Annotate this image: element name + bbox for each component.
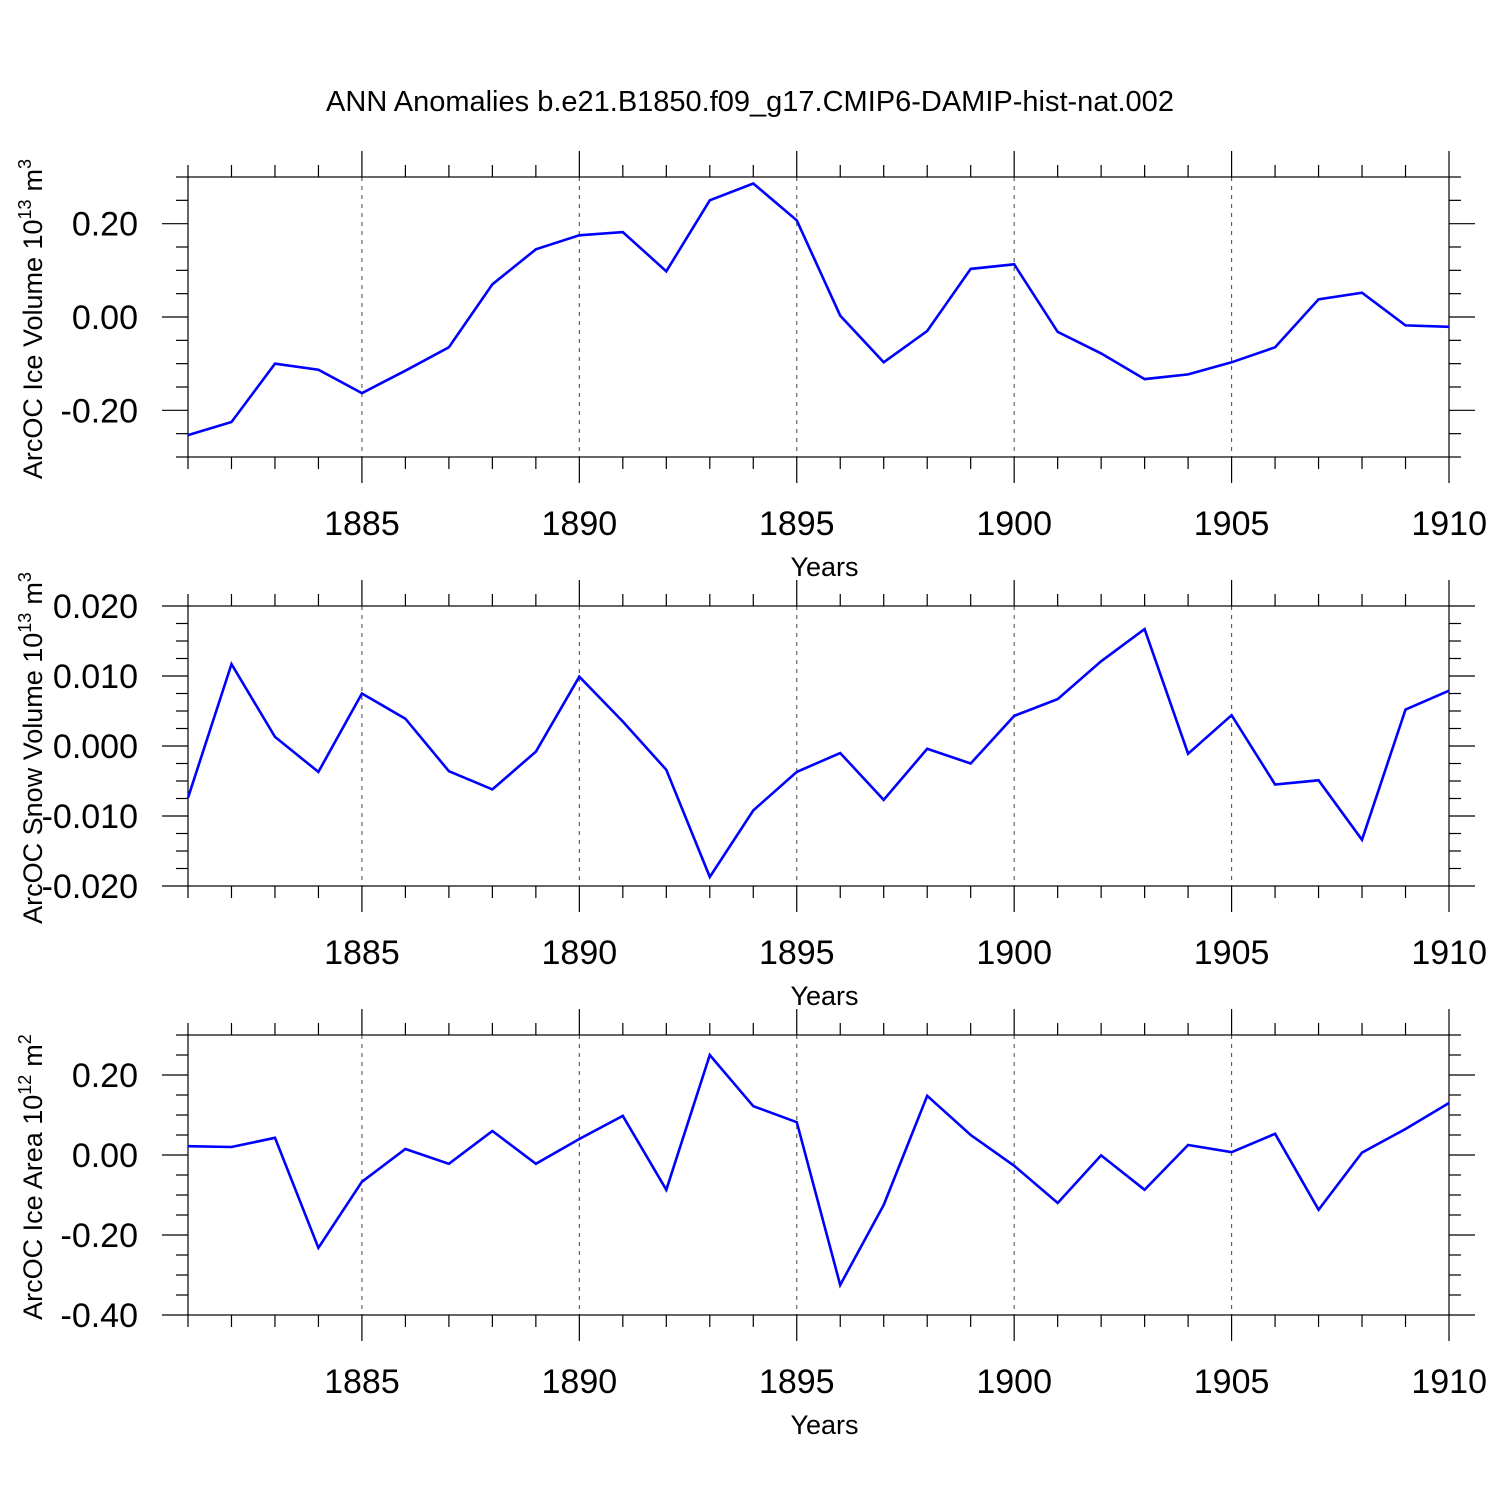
series-line: [187, 1052, 1450, 1289]
y-axis-title-superscript: 3: [15, 572, 35, 582]
x-tick-label: 1905: [1194, 1363, 1270, 1401]
y-tick-label: 0.010: [53, 658, 138, 696]
plot-frame: [187, 605, 1450, 887]
y-tick-label: 0.00: [72, 1137, 138, 1175]
x-tick-label: 1895: [759, 505, 835, 543]
y-tick-label: -0.40: [61, 1297, 139, 1335]
x-tick-label: 1890: [542, 1363, 618, 1401]
panel-2: -0.020 -0.010 0.000 0.010 0.020 1885 1890 1895 1…: [15, 572, 1487, 1011]
x-axis-title: Years: [790, 981, 858, 1011]
x-tick-label: 1890: [542, 934, 618, 972]
y-axis-title-part: m: [18, 1044, 48, 1067]
y-axis-title-superscript: 2: [15, 1034, 35, 1044]
y-axis-title-superscript: 13: [15, 199, 35, 219]
y-tick-label: 0.000: [53, 728, 138, 766]
y-axis-title-part: ArcOC Ice Volume 10: [18, 219, 48, 479]
x-tick-label: 1885: [324, 1363, 400, 1401]
x-axis-title: Years: [790, 552, 858, 582]
x-axis-title: Years: [790, 1410, 858, 1440]
y-axis-title-part: ArcOC Ice Area 10: [18, 1095, 48, 1320]
series-line: [186, 627, 1450, 880]
panel-1: -0.20 0.00 0.20 1885 1890 1895 1900 1905 1910 Yea…: [15, 151, 1487, 582]
y-axis-title-part: ArcOC Snow Volume 10: [18, 633, 48, 924]
y-axis-title-part: m: [18, 582, 48, 605]
chart-title: ANN Anomalies b.e21.B1850.f09_g17.CMIP6-…: [326, 86, 1174, 118]
y-tick-label: -0.20: [61, 392, 139, 430]
x-tick-label: 1885: [324, 505, 400, 543]
x-tick-label: 1900: [976, 1363, 1052, 1401]
y-axis-title-superscript: 13: [15, 613, 35, 633]
series-line: [187, 182, 1450, 437]
x-tick-label: 1905: [1194, 934, 1270, 972]
y-tick-label: 0.00: [72, 299, 138, 337]
y-tick-label: 0.20: [72, 1057, 138, 1095]
x-tick-label: 1910: [1411, 934, 1487, 972]
y-axis-title-superscript: 3: [15, 159, 35, 169]
x-tick-label: 1885: [324, 934, 400, 972]
chart-panels: -0.20 0.00 0.20 1885 1890 1895 1900 1905 1910 Yea…: [15, 151, 1487, 1440]
x-tick-label: 1900: [976, 505, 1052, 543]
x-tick-label: 1900: [976, 934, 1052, 972]
y-axis-title-superscript: 12: [15, 1075, 35, 1095]
y-tick-label: 0.020: [53, 588, 138, 626]
y-axis-title-part: m: [18, 169, 48, 192]
x-tick-label: 1890: [542, 505, 618, 543]
x-tick-label: 1910: [1411, 1363, 1487, 1401]
plot-frame: [187, 1034, 1450, 1316]
y-tick-label: 0.20: [72, 206, 138, 244]
x-tick-label: 1895: [759, 934, 835, 972]
plot-frame: [187, 176, 1450, 458]
x-tick-label: 1910: [1411, 505, 1487, 543]
x-tick-label: 1905: [1194, 505, 1270, 543]
y-tick-label: -0.020: [42, 868, 138, 906]
x-tick-label: 1895: [759, 1363, 835, 1401]
panel-3: -0.40 -0.20 0.00 0.20 1885 1890 1895 1900 1905 19…: [15, 1009, 1487, 1440]
y-tick-label: -0.20: [61, 1217, 139, 1255]
y-axis-title: ArcOC Snow Volume 1013 m3: [15, 572, 48, 924]
y-axis-title: ArcOC Ice Area 1012 m2: [15, 1034, 48, 1320]
y-tick-label: -0.010: [42, 798, 138, 836]
y-axis-title: ArcOC Ice Volume 1013 m3: [15, 159, 48, 479]
